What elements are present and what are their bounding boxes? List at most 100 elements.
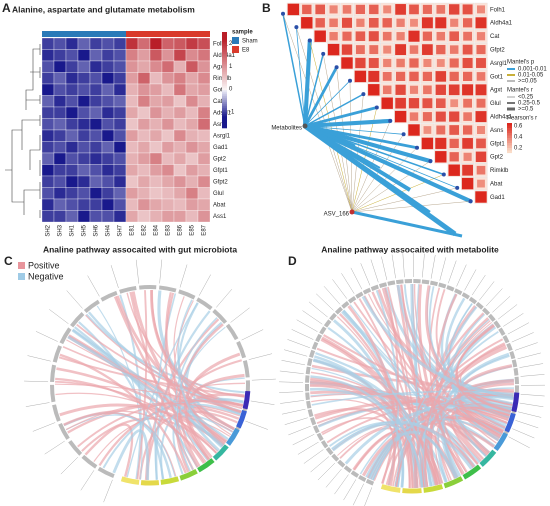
colorbar <box>222 74 227 77</box>
ring-segment <box>443 476 464 489</box>
colorbar <box>222 56 227 59</box>
chord <box>445 297 513 405</box>
ring-segment <box>446 285 455 292</box>
heatmap-cell <box>101 210 115 223</box>
heatmap-cell <box>89 49 103 62</box>
ring-segment <box>325 447 334 456</box>
ring-segment <box>334 306 343 315</box>
chord <box>417 284 465 475</box>
corr-fill <box>355 57 366 69</box>
colorbar <box>222 58 227 61</box>
colorbar <box>222 80 227 83</box>
heatmap-cell <box>149 72 163 85</box>
sample-bar <box>54 31 66 37</box>
label-leader <box>66 290 83 309</box>
heatmap-cell <box>65 129 79 142</box>
heatmap-cell <box>65 72 79 85</box>
ring-segment <box>316 432 324 442</box>
label-leader <box>287 339 310 348</box>
node <box>302 123 308 129</box>
sample-label: SH2 <box>46 224 52 236</box>
link <box>303 106 379 128</box>
legend-swatch <box>232 46 239 53</box>
node <box>294 25 299 30</box>
chord <box>359 395 514 475</box>
heatmap-cell <box>41 118 55 131</box>
heatmap-cell <box>77 37 91 50</box>
ring-segment <box>493 432 508 452</box>
gene-label: Abat <box>490 181 503 187</box>
heatmap-cell <box>137 83 151 96</box>
ring-segment <box>100 290 118 302</box>
ring-segment <box>52 345 62 363</box>
label-leader <box>498 304 518 320</box>
label-leader <box>343 479 357 501</box>
colorbar <box>222 84 227 87</box>
corr-fill <box>342 31 352 41</box>
ring-segment <box>49 384 56 403</box>
heatmap-cell <box>101 187 115 200</box>
heatmap-cell <box>185 106 199 119</box>
corr-fill <box>463 71 473 81</box>
colorbar <box>222 64 227 67</box>
heatmap-cell <box>41 198 55 211</box>
node <box>321 51 326 56</box>
sample-bar <box>126 31 138 37</box>
label-leader <box>135 259 140 284</box>
heatmap-cell <box>41 95 55 108</box>
heatmap-cell <box>125 49 139 62</box>
link <box>282 12 306 127</box>
ring-segment <box>68 440 83 456</box>
label-leader <box>334 474 349 495</box>
corr-fill <box>435 17 447 29</box>
colorbar <box>222 114 227 117</box>
ring-segment <box>513 367 519 376</box>
gene-label: Asrgl1 <box>490 61 508 67</box>
chord <box>310 393 509 421</box>
chord <box>55 380 218 454</box>
heatmap-cell <box>113 49 127 62</box>
corr-fill <box>476 138 486 149</box>
heatmap-cell <box>173 106 187 119</box>
heatmap-cell <box>149 164 163 177</box>
colorbar <box>222 68 227 71</box>
node <box>374 105 379 110</box>
sample-bar <box>90 31 102 37</box>
sample-label: E82 <box>142 224 148 235</box>
chord <box>84 423 134 478</box>
colorbar <box>222 60 227 63</box>
heatmap-cell <box>41 210 55 223</box>
heatmap-cell <box>197 60 211 73</box>
corr-fill <box>449 125 460 135</box>
colorbar <box>222 100 227 103</box>
label-leader <box>422 253 425 278</box>
colorbar <box>222 62 227 65</box>
corr-fill <box>423 85 432 95</box>
heatmap-cell <box>53 49 67 62</box>
corr-fill <box>436 44 446 55</box>
label-leader <box>503 313 524 327</box>
label-leader <box>35 331 58 342</box>
chord <box>394 318 490 487</box>
heatmap-cell <box>137 95 151 108</box>
heatmap-cell <box>53 141 67 154</box>
ring-segment <box>362 287 372 295</box>
corr-fill <box>476 32 486 41</box>
chord <box>347 305 397 486</box>
legend-label: Sham <box>242 39 258 45</box>
heatmap-cell <box>197 83 211 96</box>
heatmap-cell <box>41 106 55 119</box>
gene-label: Got1 <box>490 74 504 80</box>
label-leader <box>448 260 457 284</box>
corr-fill <box>315 4 326 15</box>
heatmap-cell <box>41 60 55 73</box>
sample-bar <box>186 31 198 37</box>
ring-segment <box>81 454 98 469</box>
corr-fill <box>409 112 419 121</box>
colorbar <box>222 118 227 121</box>
chord <box>435 293 468 473</box>
heatmap-cell <box>149 129 163 142</box>
chord <box>331 420 473 470</box>
heatmap-cell <box>185 129 199 142</box>
label-leader <box>281 360 306 366</box>
